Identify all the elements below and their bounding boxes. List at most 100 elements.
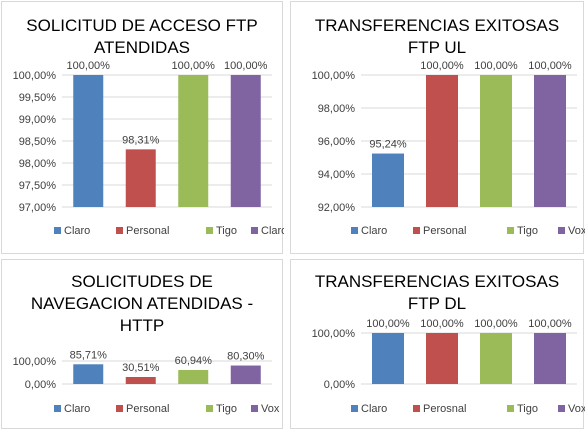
legend-swatch <box>351 227 358 234</box>
bar-tigo <box>178 369 209 384</box>
data-label: 80,30% <box>227 351 265 363</box>
legend-swatch <box>413 405 420 412</box>
chart-title: TRANSFERENCIAS EXITOSAS FTP DL <box>291 271 583 315</box>
data-label: 100,00% <box>67 60 111 72</box>
chart-title-line: SOLICITUD DE ACCESO FTP <box>26 16 258 35</box>
chart-panel-transferencias-ftp-ul: TRANSFERENCIAS EXITOSAS FTP UL 92,00% 94,… <box>290 1 585 254</box>
legend-label: Vox <box>568 403 585 415</box>
data-label: 100,00% <box>420 318 464 330</box>
bar-claro <box>73 364 104 384</box>
legend-label: Tigo <box>216 225 237 237</box>
legend-swatch <box>116 405 123 412</box>
chart-title-line: SOLICITUDES DE <box>71 272 213 291</box>
chart-title-line: TRANSFERENCIAS EXITOSAS <box>314 272 560 291</box>
data-label: 100,00% <box>366 318 410 330</box>
data-label: 30,51% <box>122 362 160 374</box>
chart-panel-solicitud-acceso-ftp: SOLICITUD DE ACCESO FTP ATENDIDAS 97,00%… <box>1 1 284 254</box>
y-tick-label: 0,00% <box>25 379 56 391</box>
chart-title-line: FTP UL <box>407 38 467 57</box>
bar-tigo <box>480 333 512 384</box>
legend-swatch <box>251 227 258 234</box>
legend-label: Vox <box>568 225 585 237</box>
bar-personal <box>426 75 458 207</box>
chart-panel-transferencias-ftp-dl: TRANSFERENCIAS EXITOSAS FTP DL 0,00% 100,… <box>290 259 585 429</box>
legend-swatch <box>251 405 258 412</box>
bar-claro <box>372 333 404 384</box>
y-tick-label: 97,50% <box>19 180 57 192</box>
chart-title: SOLICITUD DE ACCESO FTP ATENDIDAS <box>2 15 282 59</box>
legend-swatch <box>206 227 213 234</box>
y-tick-label: 99,00% <box>19 114 57 126</box>
bar-chart: 92,00% 94,00% 96,00% 98,00% 100,00% 95,24% 100… <box>312 60 585 237</box>
legend-label: Claro <box>361 403 387 415</box>
legend-swatch <box>558 227 565 234</box>
bar-personal <box>125 376 156 384</box>
bar-claro <box>372 153 404 207</box>
legend-label: Claro <box>361 225 387 237</box>
y-tick-label: 100,00% <box>312 70 356 82</box>
bar-vox <box>230 365 261 384</box>
chart-title-line: NAVEGACION ATENDIDAS - <box>30 294 254 313</box>
legend-swatch <box>507 405 514 412</box>
legend-swatch <box>413 227 420 234</box>
data-label: 100,00% <box>474 60 518 72</box>
data-label: 100,00% <box>474 318 518 330</box>
legend-label: Tigo <box>517 225 538 237</box>
chart-title: SOLICITUDES DE NAVEGACION ATENDIDAS - HT… <box>2 271 282 337</box>
legend-label: Personal <box>423 225 466 237</box>
chart-title-line: FTP DL <box>407 294 467 313</box>
bar-personal <box>125 149 156 207</box>
data-label: 100,00% <box>528 318 572 330</box>
data-label: 98,31% <box>122 134 160 146</box>
bar-vox <box>534 333 566 384</box>
bar-vox <box>534 75 566 207</box>
legend-label: Claro <box>64 225 90 237</box>
legend-label: Tigo <box>517 403 538 415</box>
y-tick-label: 94,00% <box>318 169 356 181</box>
data-label: 85,71% <box>70 349 108 361</box>
legend-swatch <box>206 405 213 412</box>
y-tick-label: 97,00% <box>19 202 57 214</box>
y-tick-label: 99,50% <box>19 92 57 104</box>
data-label: 100,00% <box>224 60 268 72</box>
y-tick-label: 98,00% <box>19 158 57 170</box>
legend-label: Personal <box>126 225 169 237</box>
legend-swatch <box>558 405 565 412</box>
legend-label: Claro <box>64 403 90 415</box>
chart-title-line: ATENDIDAS <box>93 38 191 57</box>
y-tick-label: 98,50% <box>19 136 57 148</box>
data-label: 95,24% <box>369 139 407 151</box>
chart-title-line: HTTP <box>119 316 165 335</box>
bar-tigo <box>480 75 512 207</box>
y-tick-label: 92,00% <box>318 202 356 214</box>
legend-label: Perosnal <box>423 403 466 415</box>
legend-swatch <box>351 405 358 412</box>
legend-swatch <box>116 227 123 234</box>
legend-label: Personal <box>126 403 169 415</box>
bar-perosnal <box>426 333 458 384</box>
data-label: 60,94% <box>175 355 213 367</box>
legend-label: Tigo <box>216 403 237 415</box>
bar-chart: 0,00% 100,00% 85,71% 30,51% 60,94% 80,30% Clar… <box>13 349 280 415</box>
bar-claro <box>73 75 104 207</box>
legend-swatch <box>54 227 61 234</box>
bar-claro <box>230 75 261 207</box>
y-tick-label: 96,00% <box>318 136 356 148</box>
y-tick-label: 100,00% <box>13 356 57 368</box>
bar-tigo <box>178 75 209 207</box>
data-label: 100,00% <box>528 60 572 72</box>
bar-chart: 0,00% 100,00% 100,00% 100,00% 100,00% 100,00%… <box>312 318 585 415</box>
y-tick-label: 98,00% <box>318 103 356 115</box>
y-tick-label: 100,00% <box>13 70 57 82</box>
chart-title-line: TRANSFERENCIAS EXITOSAS <box>314 16 560 35</box>
data-label: 100,00% <box>172 60 216 72</box>
y-tick-label: 0,00% <box>324 379 355 391</box>
legend-swatch <box>54 405 61 412</box>
legend-label: Vox <box>261 403 280 415</box>
chart-title: TRANSFERENCIAS EXITOSAS FTP UL <box>291 15 583 59</box>
chart-panel-solicitudes-navegacion-http: SOLICITUDES DE NAVEGACION ATENDIDAS - HT… <box>1 259 283 429</box>
data-label: 100,00% <box>420 60 464 72</box>
legend-swatch <box>507 227 514 234</box>
bar-chart: 97,00% 97,50% 98,00% 98,50% 99,00% 99,50% 100,… <box>13 60 284 237</box>
legend-label: Claro <box>261 225 284 237</box>
